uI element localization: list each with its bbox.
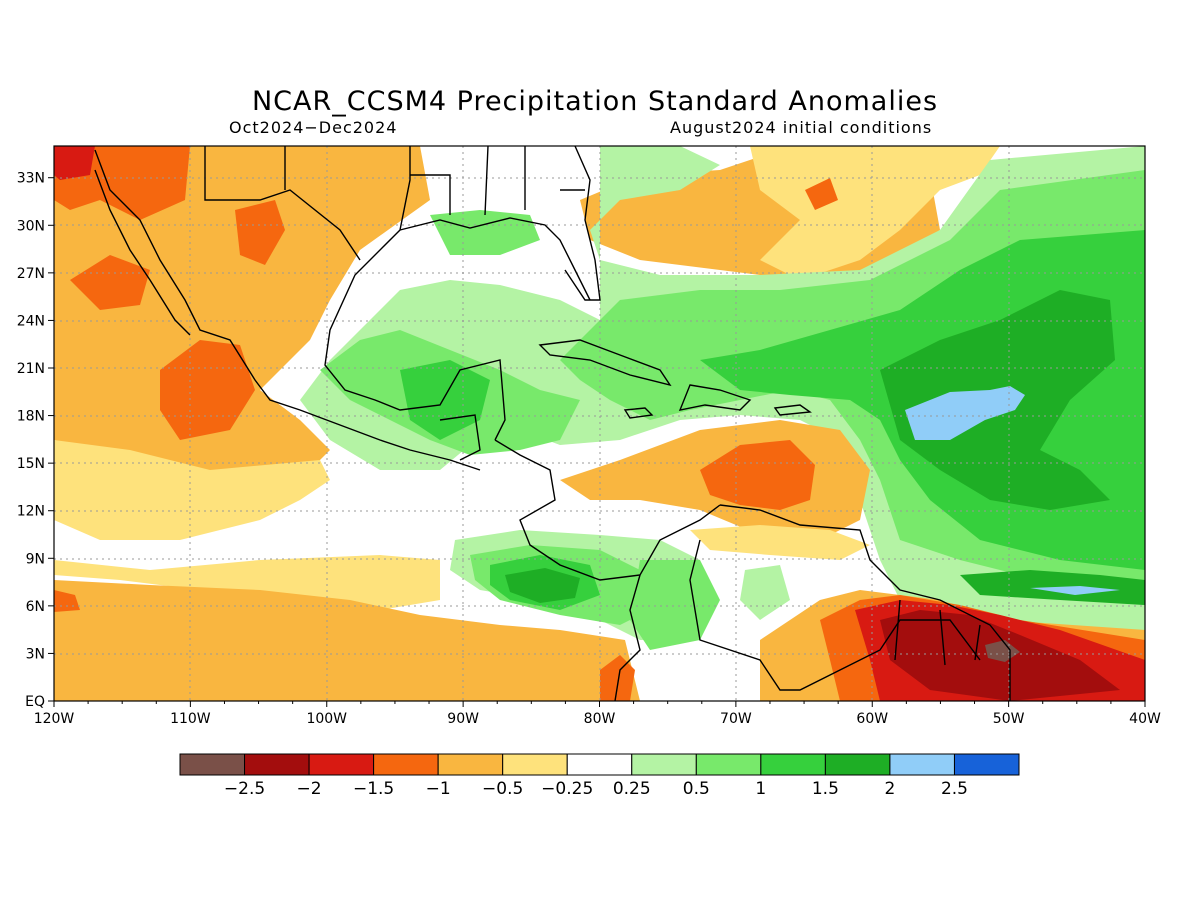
x-tick-label: 90W	[447, 711, 479, 727]
colorbar-label: −1	[426, 779, 451, 799]
x-axis: 120W 110W 100W 90W 80W 70W 60W 50W 40W	[34, 701, 1161, 727]
colorbar-swatch	[760, 753, 826, 776]
colorbar-label: −2.5	[224, 779, 265, 799]
coastline-florida	[564, 146, 601, 301]
x-tick-label: 50W	[993, 711, 1025, 727]
colorbar-swatch	[437, 753, 504, 776]
colorbar-label: 1.5	[812, 779, 839, 799]
colorbar-label: 0.5	[683, 779, 710, 799]
anomaly-region-blue-atlantic	[905, 386, 1025, 440]
coastlines	[94, 146, 1011, 701]
colorbar-swatch	[695, 753, 762, 776]
y-tick-label: 33N	[17, 171, 45, 187]
y-tick-label: 21N	[17, 361, 45, 377]
border-us-mexico	[204, 146, 361, 261]
anomaly-region-red-northwest	[54, 146, 95, 180]
map-panel	[54, 146, 1145, 701]
y-tick-label: 15N	[17, 456, 45, 472]
y-tick-label: 27N	[17, 266, 45, 282]
anomaly-region-green-gulf	[430, 210, 540, 255]
colorbar-swatch	[308, 753, 375, 776]
anomaly-region-orange-dark-pacific	[600, 655, 635, 701]
y-tick-label: 18N	[17, 409, 45, 425]
y-tick-label: 30N	[17, 218, 45, 234]
y-axis: EQ 3N 6N 9N 12N 15N 18N 21N 24N 27N 30N 33N	[17, 171, 54, 710]
y-tick-label: 3N	[26, 646, 45, 662]
initial-conditions-label: August2024 initial conditions	[670, 118, 933, 137]
map-title: NCAR_CCSM4 Precipitation Standard Anomal…	[251, 86, 939, 117]
gridlines	[54, 146, 1145, 701]
y-tick-label: 6N	[26, 599, 45, 615]
border-guianas	[894, 599, 981, 666]
colorbar-label: −0.5	[482, 779, 523, 799]
anomaly-region-orange-dark-atlantic	[805, 178, 838, 210]
x-tick-label: 60W	[856, 711, 888, 727]
coastline-hispaniola	[678, 384, 752, 411]
border-us-states	[284, 146, 585, 216]
anomaly-region-yellow-pacific-south	[54, 555, 440, 610]
colorbar-label: −0.25	[541, 779, 593, 799]
x-tick-label: 80W	[584, 711, 616, 727]
anomaly-region-orange-west-dark	[160, 340, 255, 440]
colorbar-swatch	[631, 753, 697, 776]
colorbar-swatch	[502, 753, 568, 776]
y-tick-label: 12N	[17, 504, 45, 520]
coastline-gulf-north	[399, 217, 591, 301]
colorbar-swatch	[373, 753, 439, 776]
coastline-south-america-pacific	[614, 574, 641, 701]
coastline-puerto-rico	[773, 404, 812, 416]
colorbar-label: −1.5	[353, 779, 394, 799]
anomaly-region-green-venezuela	[740, 565, 790, 620]
colorbar-label: 2.5	[941, 779, 968, 799]
anomaly-region-yellow-caribbean	[690, 525, 870, 560]
anomaly-region-orange-pacific-south	[54, 580, 640, 701]
coastline-south-america	[719, 504, 1011, 701]
anomaly-region-green-pacific-coast-dark	[505, 568, 580, 603]
coastline-gulf	[324, 146, 506, 441]
colorbar-label: −2	[297, 779, 322, 799]
anomaly-region-orange-west	[54, 146, 430, 480]
colorbar-swatch	[824, 753, 891, 776]
colorbar-swatch	[566, 753, 633, 776]
colorbar: −2.5 −2 −1.5 −1 −0.5 −0.25 0.25 0.5 1 1.5 2 2.5	[179, 753, 1020, 799]
anomaly-region-orange-west-dark	[235, 200, 285, 265]
x-tick-label: 110W	[170, 711, 211, 727]
period-label: Oct2024−Dec2024	[229, 118, 398, 137]
anomaly-region-orange-dark-caribbean	[700, 440, 815, 510]
colorbar-swatch	[179, 753, 246, 776]
x-tick-label: 70W	[720, 711, 752, 727]
border-south-america-inner	[689, 539, 981, 691]
y-tick-label: 9N	[26, 551, 45, 567]
x-tick-label: 120W	[34, 711, 75, 727]
x-tick-label: 100W	[306, 711, 347, 727]
anomaly-region-yellow-north-atlantic	[750, 146, 1000, 280]
coastline-mexico-west	[94, 149, 481, 471]
colorbar-label: 0.25	[613, 779, 651, 799]
anomaly-region-green-central-america-strong	[400, 360, 490, 440]
colorbar-label: 1	[755, 779, 766, 799]
anomaly-region-yellow-west	[54, 440, 330, 540]
anomaly-region-orange-west-dark	[70, 255, 150, 310]
colorbar-swatch	[889, 753, 955, 776]
colorbar-label: 2	[885, 779, 896, 799]
colorbar-swatch	[953, 753, 1020, 776]
y-tick-label: 24N	[17, 313, 45, 329]
x-tick-label: 40W	[1129, 711, 1161, 727]
anomaly-region-brown-guianas	[985, 640, 1020, 662]
anomaly-region-blue-south-atlantic	[1030, 586, 1120, 595]
coastline-jamaica	[623, 407, 654, 419]
y-tick-label: EQ	[25, 694, 45, 710]
coastline-central-america	[494, 439, 721, 581]
border-guatemala	[439, 414, 481, 461]
coastline-cuba	[538, 339, 672, 387]
colorbar-swatch	[244, 753, 310, 776]
coastline-baja	[94, 169, 191, 336]
